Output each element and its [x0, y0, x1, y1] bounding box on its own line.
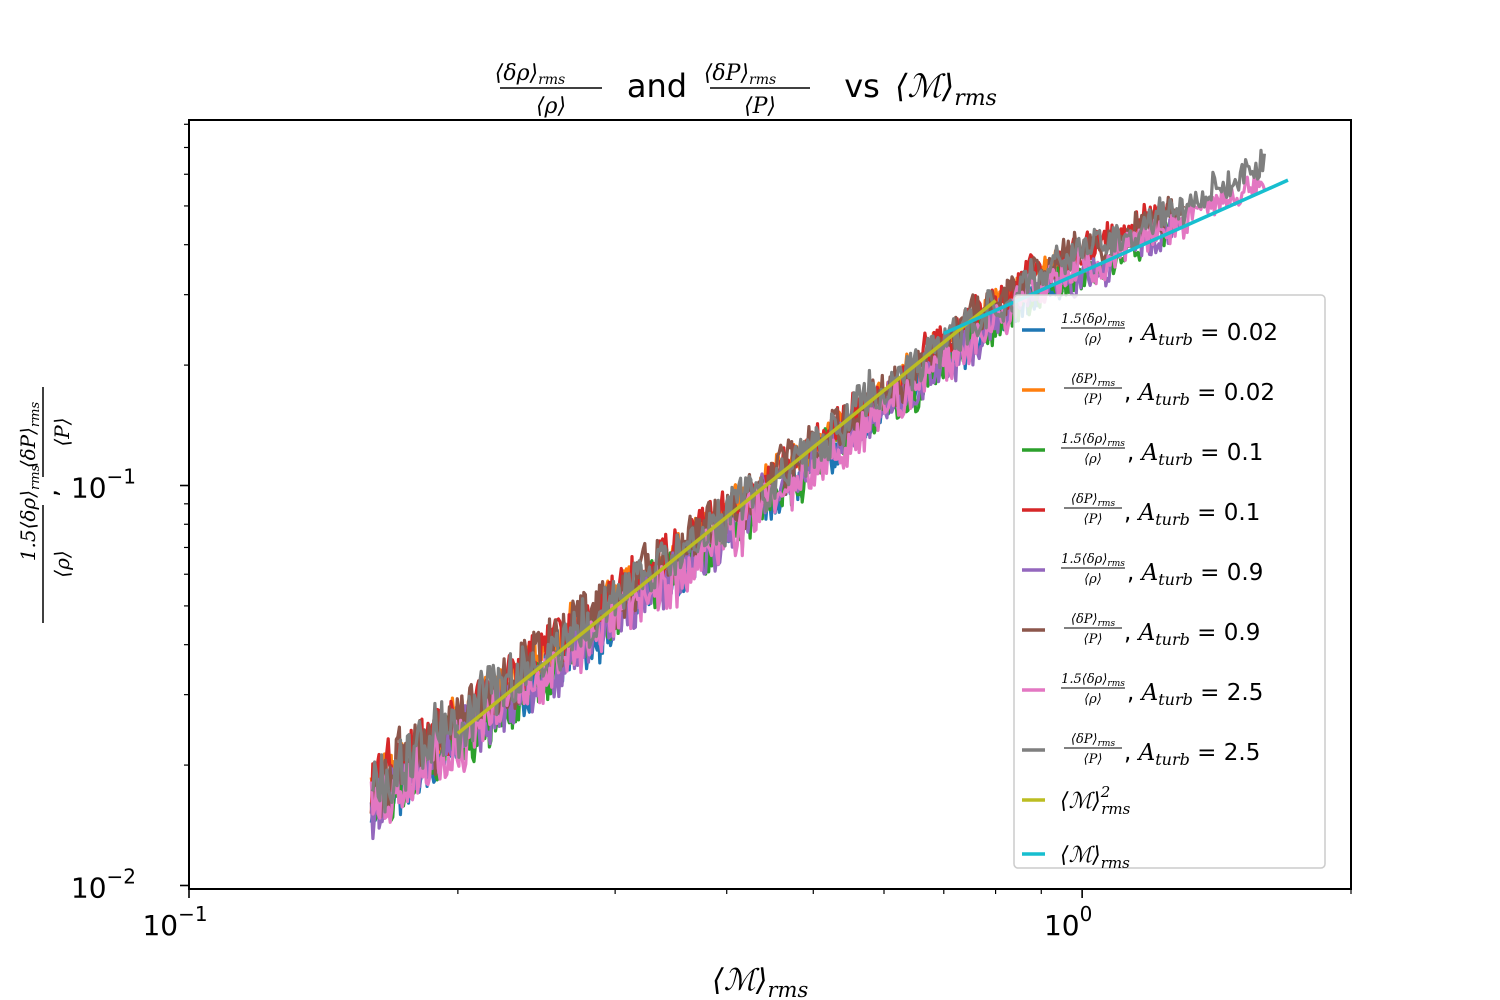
- legend-label: , Aturb = 2.5: [1127, 680, 1263, 709]
- legend-fraction-numerator: ⟨δP⟩rms: [1071, 732, 1116, 749]
- legend-fraction-numerator: 1.5⟨δρ⟩rms: [1061, 552, 1125, 569]
- plot-frame: [188, 119, 1352, 890]
- fit-line-mach: [943, 178, 1289, 336]
- title-rho-numerator: ⟨δρ⟩rms: [495, 61, 566, 88]
- legend-label: , Aturb = 0.02: [1124, 380, 1275, 409]
- legend-box: [1013, 294, 1326, 869]
- legend-fraction-denominator: ⟨ρ⟩: [1084, 692, 1102, 707]
- title-p-numerator: ⟨δP⟩rms: [704, 61, 776, 88]
- legend-fraction-numerator: 1.5⟨δρ⟩rms: [1061, 672, 1125, 689]
- title-and: and: [627, 67, 687, 105]
- legend-fraction-denominator: ⟨P⟩: [1084, 392, 1103, 407]
- legend-entry: ⟨ℳ⟩rms: [1022, 843, 1130, 872]
- chart-title: ⟨δρ⟩rms ⟨ρ⟩ and ⟨δP⟩rms ⟨P⟩ vs ⟨ℳ⟩rms: [495, 61, 997, 119]
- ylabel-separator: ,: [34, 489, 64, 497]
- legend-fraction-numerator: ⟨δP⟩rms: [1071, 492, 1116, 509]
- x-axis-label: ⟨ℳ⟩rms: [712, 963, 808, 1000]
- legend-fraction-denominator: ⟨P⟩: [1084, 632, 1103, 647]
- legend-entry: 1.5⟨δρ⟩rms ⟨ρ⟩ , Aturb = 0.9: [1022, 552, 1263, 589]
- legend: 1.5⟨δρ⟩rms ⟨ρ⟩ , Aturb = 0.02 ⟨δP⟩rms ⟨P⟩ , A…: [1013, 294, 1326, 872]
- ylabel-a-denominator: ⟨ρ⟩: [50, 550, 74, 577]
- legend-label: , Aturb = 0.9: [1124, 620, 1260, 649]
- legend-entry: 1.5⟨δρ⟩rms ⟨ρ⟩ , Aturb = 2.5: [1022, 672, 1263, 709]
- title-rho-denominator: ⟨ρ⟩: [536, 94, 566, 119]
- legend-fraction-numerator: ⟨δP⟩rms: [1071, 612, 1116, 629]
- fit-line-mach-squared: [456, 299, 997, 735]
- legend-entry: ⟨δP⟩rms ⟨P⟩ , Aturb = 0.1: [1022, 492, 1260, 529]
- legend-fraction-denominator: ⟨P⟩: [1084, 512, 1103, 527]
- legend-label: , Aturb = 2.5: [1124, 740, 1260, 769]
- ylabel-b-denominator: ⟨P⟩: [50, 417, 74, 446]
- fit-layer: [456, 178, 1289, 735]
- legend-label: , Aturb = 0.1: [1124, 500, 1260, 529]
- legend-entry: 1.5⟨δρ⟩rms ⟨ρ⟩ , Aturb = 0.1: [1022, 432, 1263, 469]
- legend-entry: ⟨δP⟩rms ⟨P⟩ , Aturb = 2.5: [1022, 732, 1260, 769]
- y-axis-label: 1.5⟨δρ⟩rms ⟨ρ⟩ , ⟨δP⟩rms ⟨P⟩: [16, 387, 74, 623]
- legend-fraction-numerator: 1.5⟨δρ⟩rms: [1061, 312, 1125, 329]
- legend-entry: ⟨ℳ⟩2 rms: [1022, 783, 1131, 818]
- title-mach: ⟨ℳ⟩rms: [895, 67, 997, 111]
- legend-entry: ⟨δP⟩rms ⟨P⟩ , Aturb = 0.02: [1022, 372, 1275, 409]
- legend-fraction-denominator: ⟨ρ⟩: [1084, 572, 1102, 587]
- legend-entry: ⟨δP⟩rms ⟨P⟩ , Aturb = 0.9: [1022, 612, 1260, 649]
- title-p-denominator: ⟨P⟩: [744, 94, 776, 119]
- legend-label: , Aturb = 0.02: [1127, 320, 1278, 349]
- legend-fraction-denominator: ⟨P⟩: [1084, 752, 1103, 767]
- y-tick-label: 10−1: [71, 465, 136, 505]
- title-vs: vs: [844, 67, 880, 105]
- legend-fraction-denominator: ⟨ρ⟩: [1084, 332, 1102, 347]
- legend-fraction-denominator: ⟨ρ⟩: [1084, 452, 1102, 467]
- legend-label: ⟨ℳ⟩2 rms: [1060, 783, 1131, 818]
- x-tick-label: 10−1: [142, 902, 207, 942]
- ylabel-b-numerator: ⟨δP⟩rms: [16, 402, 43, 469]
- ylabel-a-numerator: 1.5⟨δρ⟩rms: [16, 464, 43, 561]
- x-tick-label: 100: [1044, 902, 1092, 942]
- legend-label: , Aturb = 0.9: [1127, 560, 1263, 589]
- y-tick-label: 10−2: [71, 864, 136, 904]
- legend-entry: 1.5⟨δρ⟩rms ⟨ρ⟩ , Aturb = 0.02: [1022, 312, 1278, 349]
- legend-fraction-numerator: ⟨δP⟩rms: [1071, 372, 1116, 389]
- legend-fraction-numerator: 1.5⟨δρ⟩rms: [1061, 432, 1125, 449]
- legend-label: , Aturb = 0.1: [1127, 440, 1263, 469]
- series-line-p-aturb-2-5: [370, 148, 1266, 814]
- legend-label: ⟨ℳ⟩rms: [1060, 843, 1130, 872]
